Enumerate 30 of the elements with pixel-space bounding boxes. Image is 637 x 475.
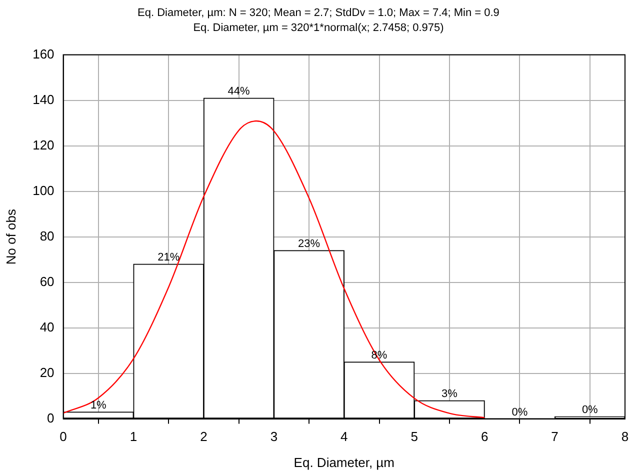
x-tick-label: 0 xyxy=(60,429,67,444)
x-tick-label: 3 xyxy=(270,429,278,444)
x-axis-title: Eq. Diameter, µm xyxy=(294,454,394,470)
annotation: 21% xyxy=(158,252,180,264)
y-tick-label: 20 xyxy=(40,364,54,380)
y-tick-label: 40 xyxy=(40,319,54,334)
annotation: 23% xyxy=(298,238,320,250)
y-tick-label: 80 xyxy=(40,228,54,244)
annotation: 0% xyxy=(582,404,598,416)
y-tick-label: 120 xyxy=(32,137,54,152)
annotation: 3% xyxy=(442,388,458,400)
chart-title: Eq. Diameter, µm: N = 320; Mean = 2.7; StdDv = 1.0; Max = 7.4; Min = 0.9 xyxy=(136,6,500,21)
x-tick-label: 5 xyxy=(410,429,418,444)
y-tick-label: 60 xyxy=(40,274,54,289)
y-tick-label: 100 xyxy=(32,182,54,198)
y-tick-label: 0 xyxy=(47,410,54,426)
chart-subtitle: Eq. Diameter, µm = 320*1*normal(x; 2.7458; 0.975) xyxy=(192,21,445,36)
y-tick-label: 140 xyxy=(32,92,54,107)
x-tick-label: 7 xyxy=(551,429,558,444)
annotation: 44% xyxy=(228,86,250,98)
annotation: 0% xyxy=(512,406,528,418)
x-tick-label: 4 xyxy=(340,429,348,444)
line-series xyxy=(63,120,486,418)
x-tick-label: 1 xyxy=(130,429,138,444)
y-tick-label: 160 xyxy=(32,46,54,62)
x-tick-label: 6 xyxy=(480,429,488,444)
x-tick-label: 8 xyxy=(621,429,629,444)
x-tick-label: 2 xyxy=(200,429,208,444)
annotation: 1% xyxy=(90,400,107,412)
y-axis-title: No of obs xyxy=(3,208,18,265)
